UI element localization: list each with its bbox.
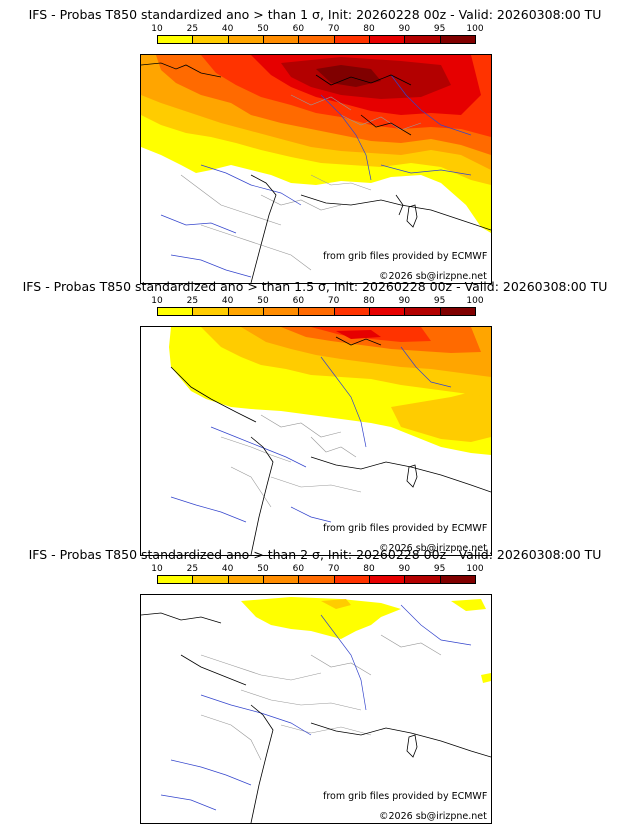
colorbar-swatch — [263, 307, 300, 316]
colorbar-tick-label: 25 — [186, 24, 199, 34]
colorbar-swatch — [192, 575, 229, 584]
colorbar-swatch — [298, 35, 335, 44]
map-graphic — [169, 327, 491, 555]
map-panel-1: IFS - Probas T850 standardized ano > tha… — [0, 7, 630, 284]
colorbar: 10 25 40 50 60 70 80 90 95 100 — [151, 24, 484, 46]
colorbar-swatch — [439, 575, 476, 584]
colorbar-tick-label: 10 — [151, 296, 163, 306]
colorbar-tick-label: 90 — [398, 564, 411, 574]
colorbar-tick-label: 50 — [257, 24, 269, 34]
colorbar-swatch — [439, 35, 476, 44]
colorbar-tick-label: 60 — [292, 564, 305, 574]
data-source-credit: from grib files provided by ECMWF — [323, 523, 488, 534]
colorbar-tick-label: 40 — [221, 564, 234, 574]
panel-title: IFS - Probas T850 standardized ano > tha… — [22, 279, 608, 294]
colorbar-tick-label: 80 — [363, 24, 375, 34]
colorbar-swatch — [369, 575, 406, 584]
colorbar-swatch — [157, 35, 194, 44]
colorbar-swatch — [263, 575, 300, 584]
data-source-credit: from grib files provided by ECMWF — [323, 251, 488, 262]
probability-map: from grib files provided by ECMWF ©2026 … — [140, 594, 492, 824]
copyright-credit: ©2026 sb@irizpne.net — [379, 271, 487, 282]
colorbar-swatch — [333, 35, 370, 44]
copyright-credit: ©2026 sb@irizpne.net — [379, 543, 487, 554]
colorbar-swatch — [192, 307, 229, 316]
colorbar: 10 25 40 50 60 70 80 90 95 100 — [151, 296, 484, 318]
colorbar-tick-label: 95 — [433, 296, 446, 306]
panel-title: IFS - Probas T850 standardized ano > tha… — [28, 7, 602, 22]
colorbar-tick-label: 60 — [292, 24, 305, 34]
colorbar-swatch — [404, 35, 441, 44]
colorbar-tick-label: 10 — [151, 564, 163, 574]
colorbar-tick-label: 90 — [398, 296, 411, 306]
colorbar: 10 25 40 50 60 70 80 90 95 100 — [151, 564, 484, 586]
colorbar-tick-label: 60 — [292, 296, 305, 306]
colorbar-tick-label: 80 — [363, 564, 375, 574]
colorbar-tick-label: 100 — [466, 564, 484, 574]
colorbar-tick-label: 25 — [186, 296, 199, 306]
colorbar-swatch — [192, 35, 229, 44]
panel-title: IFS - Probas T850 standardized ano > tha… — [28, 547, 602, 562]
colorbar-tick-label: 100 — [466, 296, 484, 306]
map-graphic — [141, 55, 491, 283]
colorbar-tick-label: 40 — [221, 296, 234, 306]
colorbar-swatch — [298, 575, 335, 584]
colorbar-swatch — [263, 35, 300, 44]
map-graphic — [141, 597, 491, 823]
colorbar-swatch — [333, 307, 370, 316]
colorbar-swatch — [157, 307, 194, 316]
copyright-credit: ©2026 sb@irizpne.net — [379, 811, 487, 822]
colorbar-tick-label: 70 — [327, 564, 340, 574]
colorbar-tick-label: 40 — [221, 24, 234, 34]
colorbar-swatch — [227, 35, 264, 44]
colorbar-tick-label: 70 — [327, 296, 340, 306]
colorbar-tick-label: 90 — [398, 24, 411, 34]
data-source-credit: from grib files provided by ECMWF — [323, 791, 488, 802]
colorbar-swatch — [333, 575, 370, 584]
colorbar-swatch — [227, 307, 264, 316]
colorbar-tick-label: 70 — [327, 24, 340, 34]
colorbar-swatch — [157, 575, 194, 584]
colorbar-tick-label: 95 — [433, 24, 446, 34]
colorbar-swatch — [404, 307, 441, 316]
colorbar-swatch — [369, 35, 406, 44]
colorbar-tick-label: 80 — [363, 296, 375, 306]
colorbar-tick-label: 25 — [186, 564, 199, 574]
colorbar-tick-label: 95 — [433, 564, 446, 574]
probability-map: from grib files provided by ECMWF ©2026 … — [140, 54, 492, 284]
map-panel-3: IFS - Probas T850 standardized ano > tha… — [0, 547, 630, 824]
colorbar-swatch — [369, 307, 406, 316]
colorbar-tick-label: 100 — [466, 24, 484, 34]
colorbar-swatch — [404, 575, 441, 584]
colorbar-swatch — [298, 307, 335, 316]
colorbar-swatch — [227, 575, 264, 584]
colorbar-tick-label: 50 — [257, 296, 269, 306]
probability-map: from grib files provided by ECMWF ©2026 … — [140, 326, 492, 556]
map-panel-2: IFS - Probas T850 standardized ano > tha… — [0, 279, 630, 556]
colorbar-tick-label: 10 — [151, 24, 163, 34]
colorbar-tick-label: 50 — [257, 564, 269, 574]
colorbar-swatch — [439, 307, 476, 316]
